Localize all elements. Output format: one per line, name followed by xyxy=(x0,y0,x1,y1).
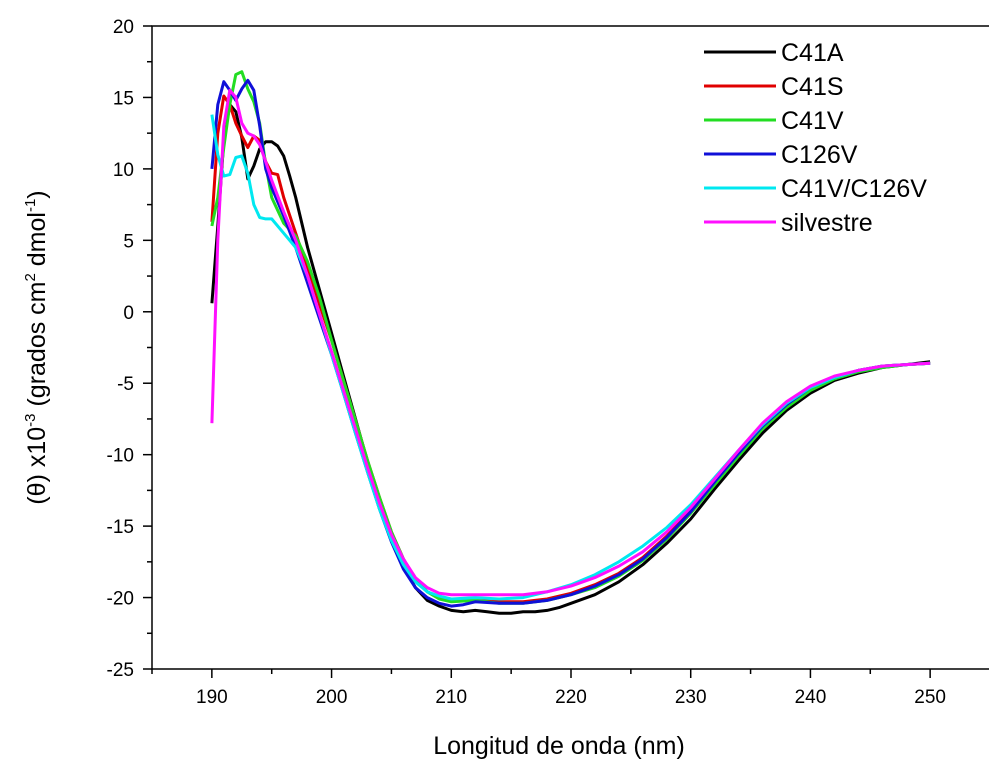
x-tick-label: 250 xyxy=(914,687,946,708)
x-tick-label: 210 xyxy=(435,687,467,708)
plot-frame xyxy=(151,25,989,670)
axis-ticks xyxy=(143,25,931,678)
x-axis-title: Longitud de onda (nm) xyxy=(433,732,685,760)
y-title-prefix: (θ) x10 xyxy=(23,427,51,505)
y-title-exp3: -1 xyxy=(22,199,39,212)
legend-label: C126V xyxy=(781,141,858,169)
y-title-exp1: -3 xyxy=(22,413,39,426)
y-tick-label: -5 xyxy=(117,374,134,395)
y-tick-label: 10 xyxy=(113,160,134,181)
y-title-mid2: dmol xyxy=(23,212,51,273)
axis-tick-labels: 190 200 210 220 230 240 250 -25 -20 -15 -10 -5 0 5 10 1… xyxy=(107,17,946,708)
legend-label: C41A xyxy=(781,39,844,67)
y-tick-label: 15 xyxy=(113,88,134,109)
x-tick-label: 220 xyxy=(555,687,587,708)
y-tick-label: -20 xyxy=(107,589,134,610)
y-tick-label: 20 xyxy=(113,17,134,38)
legend: C41A C41S C41V C126V C41V/C126V silvestre xyxy=(704,39,927,237)
y-tick-label: 5 xyxy=(123,231,134,252)
y-tick-label: -10 xyxy=(107,446,134,467)
x-tick-label: 230 xyxy=(675,687,707,708)
y-tick-label: -15 xyxy=(107,517,134,538)
legend-label: C41V xyxy=(781,107,844,135)
x-tick-label: 240 xyxy=(795,687,827,708)
series-line-c41s xyxy=(210,94,931,604)
series-line-silvestre xyxy=(210,88,931,597)
series-line-c126v xyxy=(210,78,931,608)
series-lines xyxy=(210,70,931,615)
y-title-exp2: 2 xyxy=(22,273,39,281)
legend-label: C41S xyxy=(781,73,844,101)
legend-label: silvestre xyxy=(781,209,873,237)
y-tick-label: -25 xyxy=(107,660,134,681)
y-axis-title: (θ) x10-3 (grados cm2 dmol-1) xyxy=(22,190,51,504)
x-tick-label: 200 xyxy=(316,687,348,708)
y-title-suffix: ) xyxy=(23,190,51,198)
legend-label: C41V/C126V xyxy=(781,175,927,203)
y-tick-label: 0 xyxy=(123,303,134,324)
y-title-mid: (grados cm xyxy=(23,282,51,414)
x-tick-label: 190 xyxy=(196,687,228,708)
